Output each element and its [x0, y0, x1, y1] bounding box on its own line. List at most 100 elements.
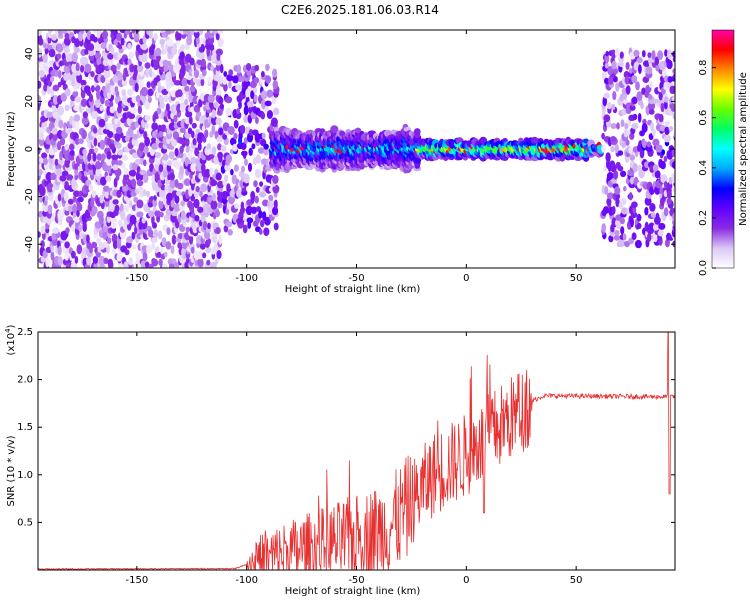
spectrogram-cell: [223, 83, 228, 92]
spectrogram-cell: [179, 59, 185, 66]
spectrogram-cell: [88, 184, 94, 192]
spectrogram-cell: [209, 43, 215, 52]
spectrogram-cell: [93, 137, 98, 147]
spectrogram-cell: [71, 250, 76, 259]
spectrogram-panel: -150 -100 -50 0 50 -40 -20 0 20 40 Height of str…: [6, 29, 676, 295]
spectrogram-cell: [130, 190, 137, 197]
spectrogram-cell: [103, 185, 110, 192]
spectrogram-cell: [151, 143, 159, 150]
spectrogram-cell: [629, 154, 635, 161]
spectrogram-cell: [137, 105, 142, 115]
spectrogram-cell: [162, 153, 169, 161]
spectrogram-cell: [123, 261, 130, 268]
spectrogram-cell: [43, 84, 48, 92]
spectrogram-cell: [199, 30, 203, 36]
spectrogram-cell: [166, 164, 172, 172]
spectrogram-cell: [190, 212, 196, 219]
spectrogram-cell: [154, 210, 162, 217]
spectrogram-cell: [604, 53, 610, 64]
spectrogram-cell: [173, 261, 180, 268]
spectrogram-cell: [107, 52, 114, 60]
spectrogram-cell: [610, 163, 617, 173]
spectrogram-cell: [650, 122, 654, 132]
spectrogram-cell: [53, 146, 58, 153]
spectrogram-cell: [179, 165, 185, 176]
spectrogram-cell: [261, 99, 266, 110]
spectrogram-cell: [614, 186, 621, 195]
spectrogram-cell: [158, 164, 164, 173]
spectrogram-cell: [82, 153, 87, 162]
spectrogram-cell: [88, 148, 95, 155]
spectrogram-cell: [611, 49, 616, 60]
spectrogram-cell: [640, 101, 644, 110]
spectrogram-cell: [127, 42, 132, 50]
spectrogram-cell: [121, 154, 129, 161]
spectrogram-cell: [198, 172, 203, 180]
spectrogram-cell: [143, 146, 149, 154]
spectrogram-cell: [109, 143, 115, 150]
spectrogram-cell: [179, 145, 184, 154]
spectrogram-cell: [45, 257, 50, 268]
spectrogram-cell: [47, 30, 54, 34]
spectrogram-cell: [74, 96, 82, 103]
spectrogram-cell: [631, 201, 638, 208]
spectrogram-cell: [620, 197, 627, 206]
spectrogram-cell: [50, 250, 55, 261]
spectrogram-cell: [145, 122, 149, 129]
spectrogram-cell: [38, 80, 42, 89]
spectrogram-cell: [623, 128, 629, 138]
spectrogram-cell: [72, 203, 77, 214]
spectrogram-cell: [74, 38, 81, 48]
spectrogram-cell: [185, 137, 190, 147]
spectrogram-cell: [95, 85, 101, 92]
snr-y-scale-close: ): [6, 324, 17, 328]
spectrogram-cell: [636, 57, 643, 64]
spectrogram-cell: [215, 117, 222, 126]
spectrogram-cell: [191, 122, 197, 129]
spectrogram-cell: [240, 201, 245, 210]
spectrogram-cell: [176, 190, 182, 197]
spectrogram-cell: [671, 161, 675, 169]
spectrogram-cell: [190, 177, 196, 184]
spectrogram-cell: [120, 210, 126, 221]
spectrogram-cell: [625, 139, 630, 146]
spectrogram-cell: [137, 186, 144, 193]
spectrogram-cell: [666, 149, 674, 160]
snr-y-scale-prefix: (x10: [6, 333, 17, 356]
spectrogram-cell: [212, 192, 217, 202]
spectrogram-cell: [59, 137, 66, 146]
spectrogram-cell: [635, 81, 640, 91]
spectrogram-x-axis-label: Height of straight line (km): [285, 284, 421, 295]
spectrogram-cell: [158, 130, 164, 138]
y-tick-label: 2.5: [17, 327, 33, 338]
spectrogram-cell: [200, 183, 208, 192]
spectrogram-cell: [65, 227, 70, 234]
spectrogram-cell: [63, 191, 69, 202]
spectrogram-cell: [632, 113, 638, 121]
spectrogram-cell: [217, 96, 224, 105]
spectrogram-cell: [71, 78, 76, 87]
spectrogram-cell: [217, 30, 224, 35]
spectrogram-cell: [263, 143, 269, 150]
colorbar-label: Normalized spectral amplitude: [738, 72, 749, 226]
spectrogram-cell: [46, 85, 51, 95]
spectrogram-cell: [109, 106, 116, 114]
spectrogram-cell: [151, 137, 156, 143]
spectrogram-cell: [611, 205, 616, 215]
spectrogram-cell: [83, 85, 91, 94]
spectrogram-cell: [141, 217, 146, 224]
spectrogram-cell: [209, 167, 214, 178]
spectrogram-cell: [120, 37, 125, 46]
spectrogram-cell: [246, 217, 254, 224]
spectrogram-cell: [215, 58, 222, 66]
x-tick-label: 50: [570, 575, 583, 586]
spectrogram-cell: [78, 224, 83, 232]
spectrogram-cell: [102, 224, 109, 233]
spectrogram-cell: [64, 143, 69, 151]
spectrogram-cell: [59, 175, 67, 182]
spectrogram-cell: [610, 136, 617, 142]
spectrogram-cell: [209, 100, 214, 109]
spectrogram-cell: [146, 190, 150, 198]
spectrogram-cell: [241, 150, 248, 157]
spectrogram-cell: [634, 239, 642, 249]
